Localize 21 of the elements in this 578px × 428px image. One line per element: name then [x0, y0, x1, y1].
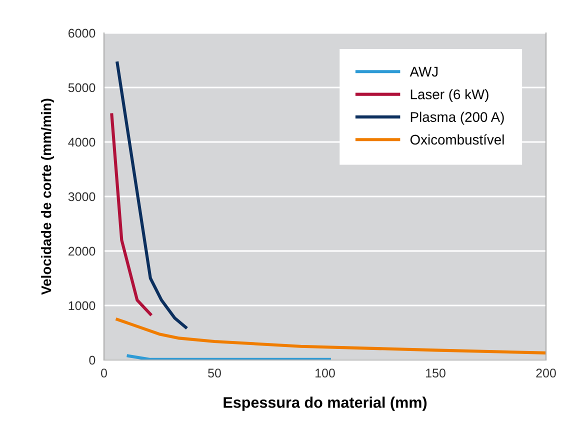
y-tick-label: 0 — [89, 356, 96, 365]
x-tick-label: 150 — [426, 368, 446, 378]
y-tick-label: 2000 — [68, 246, 96, 256]
x-tick-label: 100 — [316, 368, 335, 378]
line-series — [116, 318, 546, 354]
x-tick-label: 0 — [101, 368, 107, 378]
x-tick-label: 200 — [536, 368, 556, 378]
legend-label: Oxicombustível — [410, 134, 504, 145]
line-series — [116, 61, 188, 329]
x-axis-title: Espessura do material (mm) — [224, 396, 427, 411]
y-tick-label: 3000 — [68, 192, 96, 202]
y-tick-label: 5000 — [68, 83, 96, 92]
line-series — [110, 113, 152, 316]
x-tick-label: 50 — [208, 368, 221, 378]
y-tick-label: 4000 — [68, 138, 96, 147]
y-tick-label: 1000 — [68, 301, 96, 310]
y-tick-label: 6000 — [68, 28, 96, 38]
y-axis-title: Velocidade de corte (mm/min) — [41, 98, 54, 295]
legend-label: AWJ — [410, 66, 438, 77]
legend-label: Laser (6 kW) — [410, 89, 488, 102]
legend-label: Plasma (200 A) — [410, 112, 504, 125]
